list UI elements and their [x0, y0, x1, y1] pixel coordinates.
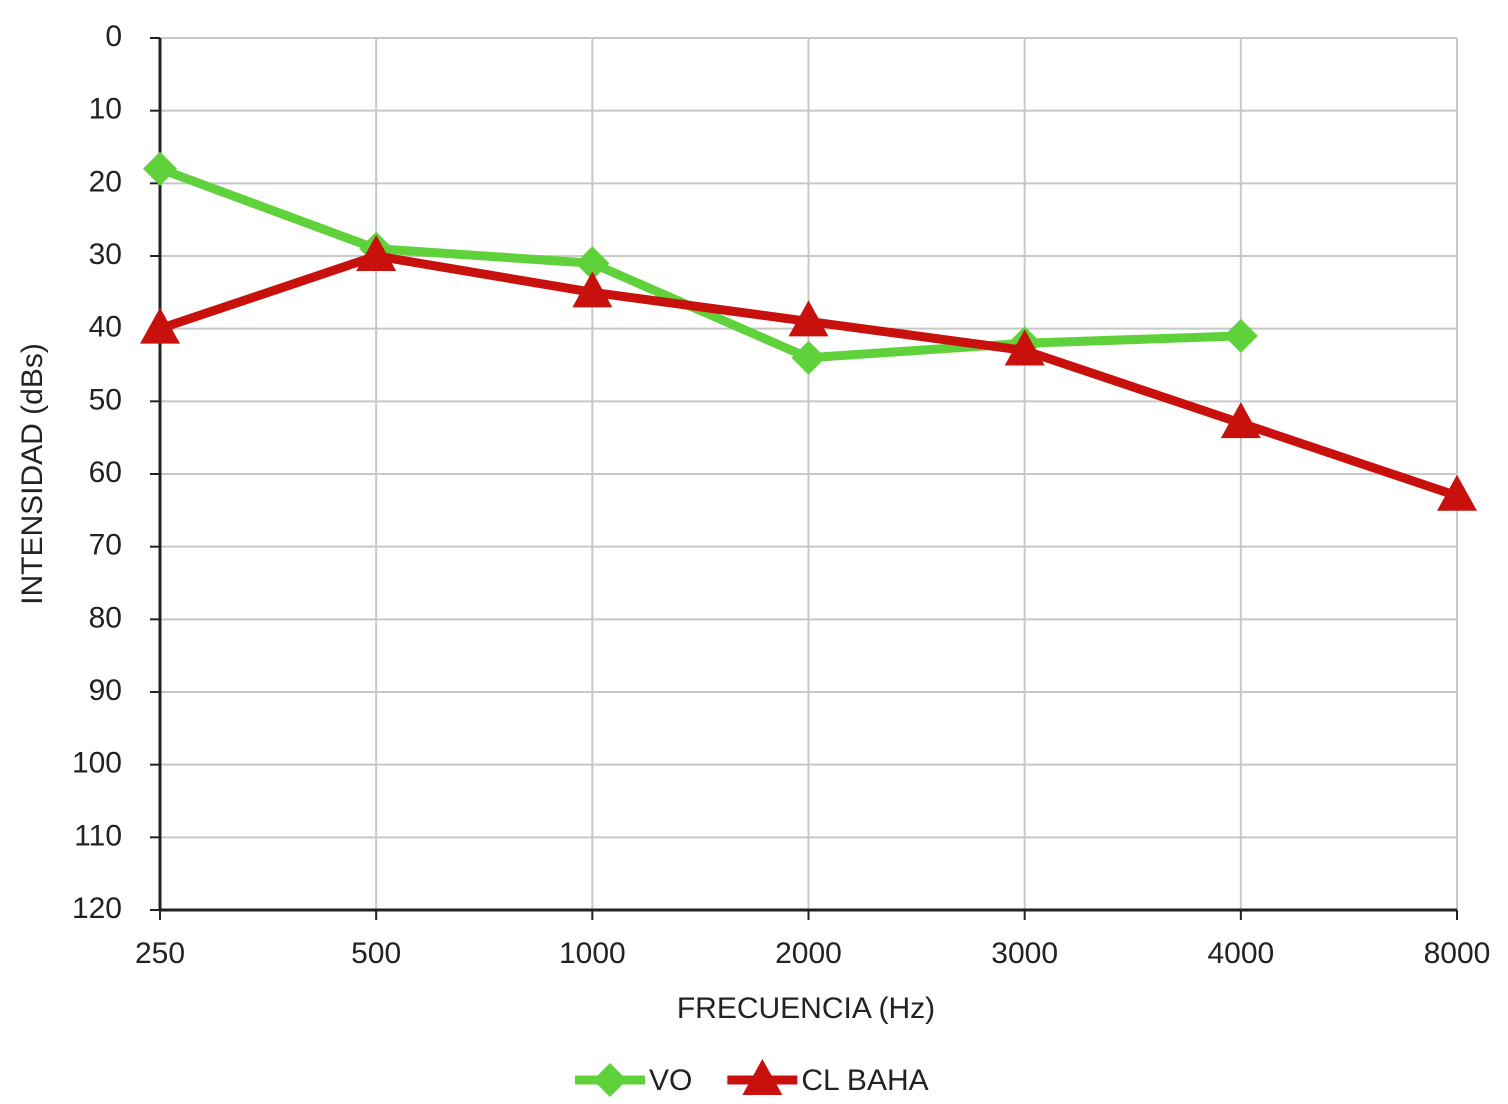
x-tick-label: 500: [351, 937, 401, 970]
data-point: [1437, 474, 1477, 511]
x-tick-label: 4000: [1207, 937, 1274, 970]
y-tick-label: 30: [89, 238, 122, 271]
y-tick-label: 60: [89, 456, 122, 489]
y-tick-label: 40: [89, 311, 122, 344]
legend-label: CL BAHA: [801, 1064, 928, 1097]
x-tick-label: 3000: [991, 937, 1058, 970]
y-tick-label: 10: [89, 93, 122, 126]
y-tick-label: 0: [105, 20, 122, 53]
y-tick-label: 80: [89, 601, 122, 634]
x-tick-label: 8000: [1424, 937, 1491, 970]
data-point: [140, 307, 180, 344]
legend-marker: [593, 1063, 627, 1097]
y-tick-label: 50: [89, 383, 122, 416]
legend-marker: [742, 1059, 783, 1095]
y-tick-label: 110: [74, 819, 122, 852]
data-point: [1004, 329, 1045, 366]
x-tick-label: 2000: [775, 937, 842, 970]
y-axis-label: INTENSIDAD (dBs): [16, 343, 49, 605]
x-axis-label: FRECUENCIA (Hz): [677, 992, 935, 1025]
x-tick-label: 250: [135, 937, 185, 970]
data-point: [575, 246, 610, 281]
data-point: [143, 151, 177, 186]
data-point: [356, 235, 397, 271]
data-point: [1223, 318, 1258, 353]
y-tick-label: 70: [89, 529, 122, 562]
x-tick-label: 1000: [559, 937, 626, 970]
data-point: [788, 300, 829, 337]
y-tick-label: 100: [72, 747, 122, 780]
legend-label: VO: [649, 1064, 692, 1097]
y-tick-label: 120: [72, 892, 122, 925]
data-point: [791, 340, 826, 375]
data-point: [1220, 402, 1261, 439]
y-tick-label: 90: [89, 674, 122, 707]
y-tick-label: 20: [89, 165, 122, 198]
data-point: [572, 271, 613, 308]
